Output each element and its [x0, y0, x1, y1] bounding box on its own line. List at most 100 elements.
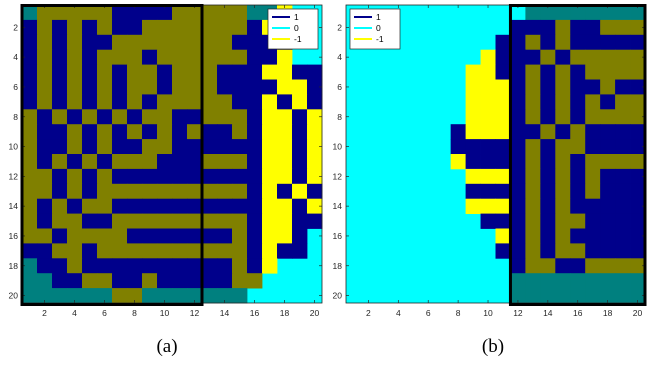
heatmap-cell: [630, 109, 646, 125]
x-tick-label: 14: [543, 308, 553, 318]
heatmap-cell: [307, 154, 323, 170]
heatmap-cell: [187, 19, 203, 36]
heatmap-cell: [292, 139, 308, 155]
heatmap-cell: [540, 64, 556, 80]
heatmap-cell: [615, 139, 631, 155]
heatmap-cell: [172, 228, 188, 244]
heatmap-cell: [262, 109, 278, 125]
heatmap-cell: [585, 273, 601, 289]
heatmap-cell: [97, 19, 113, 36]
heatmap-cell: [307, 64, 323, 80]
heatmap-cell: [630, 213, 646, 229]
heatmap-cell: [570, 49, 586, 65]
heatmap-cell: [157, 168, 173, 185]
heatmap-cell: [510, 288, 526, 304]
heatmap-cell: [262, 183, 278, 200]
heatmap-cell: [112, 124, 128, 140]
heatmap-cell: [112, 228, 128, 244]
heatmap-cell: [202, 198, 218, 214]
heatmap-cell: [157, 94, 173, 110]
heatmap-cell: [67, 5, 83, 21]
heatmap-cell: [510, 258, 526, 274]
heatmap-cell: [585, 5, 601, 21]
heatmap-cell: [615, 19, 631, 36]
heatmap-cell: [202, 49, 218, 65]
y-tick-label: 6: [337, 82, 342, 92]
heatmap-cell: [82, 34, 98, 51]
heatmap-cell: [202, 228, 218, 244]
heatmap-cell: [22, 154, 38, 170]
heatmap-cell: [615, 243, 631, 259]
heatmap-cell: [52, 94, 68, 110]
heatmap-cell: [202, 288, 218, 304]
heatmap-cell: [630, 5, 646, 21]
heatmap-cell: [187, 139, 203, 155]
heatmap-cell: [112, 273, 128, 289]
heatmap-cell: [630, 228, 646, 244]
heatmap-cell: [97, 228, 113, 244]
heatmap-cell: [247, 49, 263, 65]
heatmap-cell: [630, 183, 646, 200]
heatmap-cell: [187, 168, 203, 185]
heatmap-cell: [585, 49, 601, 65]
heatmap-cell: [540, 49, 556, 65]
heatmap-cell: [157, 213, 173, 229]
heatmap-cell: [495, 64, 511, 80]
heatmap-cell: [187, 34, 203, 51]
heatmap-cell: [37, 34, 53, 51]
heatmap-cell: [202, 5, 218, 21]
heatmap-cell: [510, 109, 526, 125]
heatmap-cell: [540, 213, 556, 229]
heatmap-cell: [37, 228, 53, 244]
y-tick-label: 20: [333, 291, 343, 301]
heatmap-cell: [247, 228, 263, 244]
heatmap-cell: [22, 49, 38, 65]
heatmap-cell: [600, 288, 616, 304]
heatmap-cell: [82, 183, 98, 200]
heatmap-cell: [37, 243, 53, 259]
heatmap-cell: [187, 154, 203, 170]
heatmap-cell: [277, 79, 293, 95]
heatmap-cell: [292, 109, 308, 125]
heatmap-cell: [52, 154, 68, 170]
heatmap-cell: [600, 183, 616, 200]
heatmap-cell: [187, 273, 203, 289]
heatmap-cell: [555, 213, 571, 229]
heatmap-cell: [630, 79, 646, 95]
heatmap-cell: [277, 94, 293, 110]
heatmap-cell: [112, 34, 128, 51]
heatmap-cell: [172, 139, 188, 155]
heatmap-cell: [630, 139, 646, 155]
heatmap-cell: [67, 154, 83, 170]
heatmap-cell: [202, 273, 218, 289]
heatmap-cell: [480, 109, 496, 125]
heatmap-cell: [525, 94, 541, 110]
heatmap-cell: [600, 124, 616, 140]
heatmap-cell: [172, 79, 188, 95]
heatmap-cell: [510, 79, 526, 95]
heatmap-cell: [480, 213, 496, 229]
heatmap-cell: [262, 213, 278, 229]
heatmap-cell: [22, 213, 38, 229]
heatmap-cell: [82, 273, 98, 289]
y-tick-label: 14: [333, 201, 343, 211]
heatmap-cell: [157, 198, 173, 214]
heatmap-cell: [52, 258, 68, 274]
heatmap-cell: [262, 79, 278, 95]
heatmap-cell: [127, 79, 143, 95]
heatmap-cell: [217, 288, 233, 304]
x-tick-label: 6: [102, 308, 107, 318]
heatmap-cell: [277, 139, 293, 155]
heatmap-cell: [157, 109, 173, 125]
heatmap-cell: [157, 243, 173, 259]
heatmap-cell: [202, 19, 218, 36]
heatmap-cell: [570, 258, 586, 274]
heatmap-cell: [510, 243, 526, 259]
heatmap-cell: [127, 273, 143, 289]
heatmap-cell: [82, 154, 98, 170]
heatmap-cell: [202, 79, 218, 95]
heatmap-cell: [37, 154, 53, 170]
heatmap-cell: [142, 168, 158, 185]
legend-label: -1: [376, 34, 384, 44]
heatmap-cell: [22, 228, 38, 244]
